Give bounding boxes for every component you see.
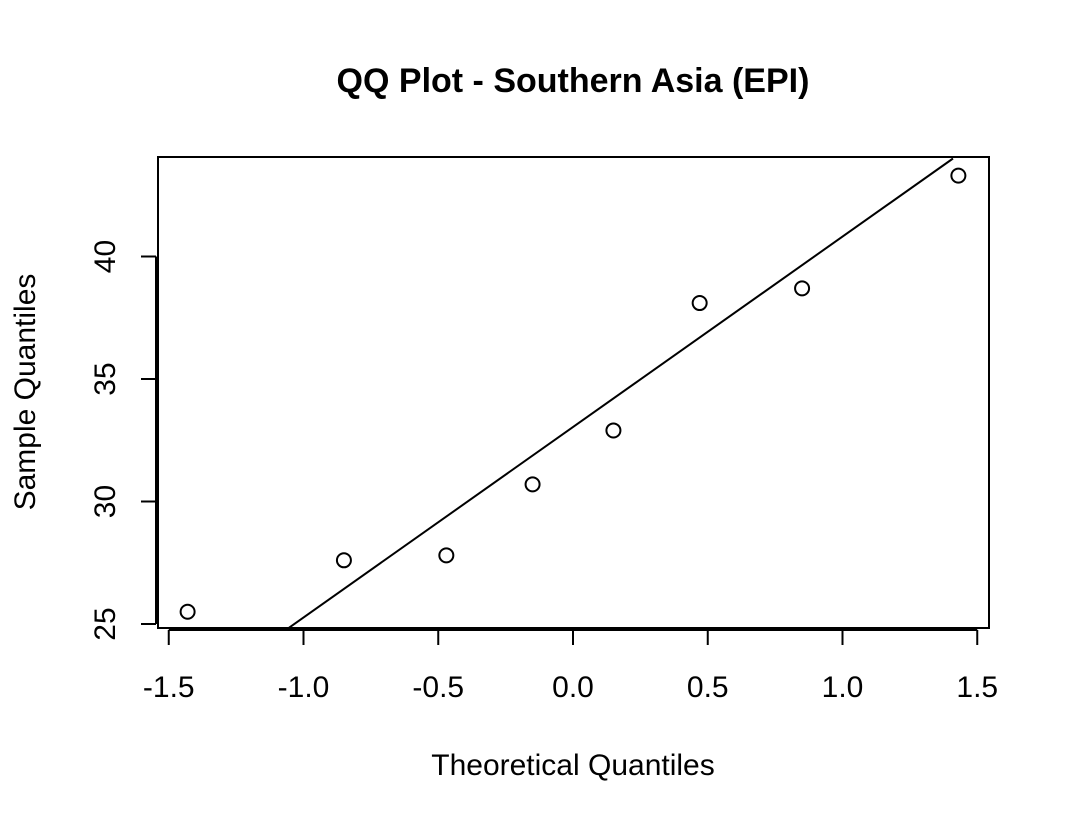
data-point [438,547,455,564]
x-tick-label: 0.5 [687,671,729,704]
data-point [605,422,622,439]
data-point [179,603,196,620]
x-tick-label: -0.5 [412,671,464,704]
data-point [691,295,708,312]
y-axis-label: Sample Quantiles [9,274,42,511]
data-point [524,476,541,493]
x-tick-label: 0.0 [552,671,594,704]
x-tick-label: 1.5 [956,671,998,704]
y-tick-label: 35 [89,362,122,395]
x-axis-label: Theoretical Quantiles [431,749,714,782]
y-tick-label: 30 [89,485,122,518]
x-tick-label: 1.0 [822,671,864,704]
data-point [950,167,967,184]
data-point [335,552,352,569]
y-tick-label: 25 [89,607,122,640]
data-points-group [179,167,967,620]
x-tick-label: -1.0 [278,671,330,704]
x-tick-label: -1.5 [143,671,195,704]
y-axis: 25 30 35 40 [89,240,157,641]
qq-reference-line [286,157,954,630]
chart-title: QQ Plot - Southern Asia (EPI) [337,62,810,100]
y-tick-label: 40 [89,240,122,273]
x-axis: -1.5 -1.0 -0.5 0.0 0.5 1.0 1.5 [143,629,998,704]
plot-area-frame [157,156,990,629]
data-point [794,280,811,297]
reference-line-group [286,157,954,630]
